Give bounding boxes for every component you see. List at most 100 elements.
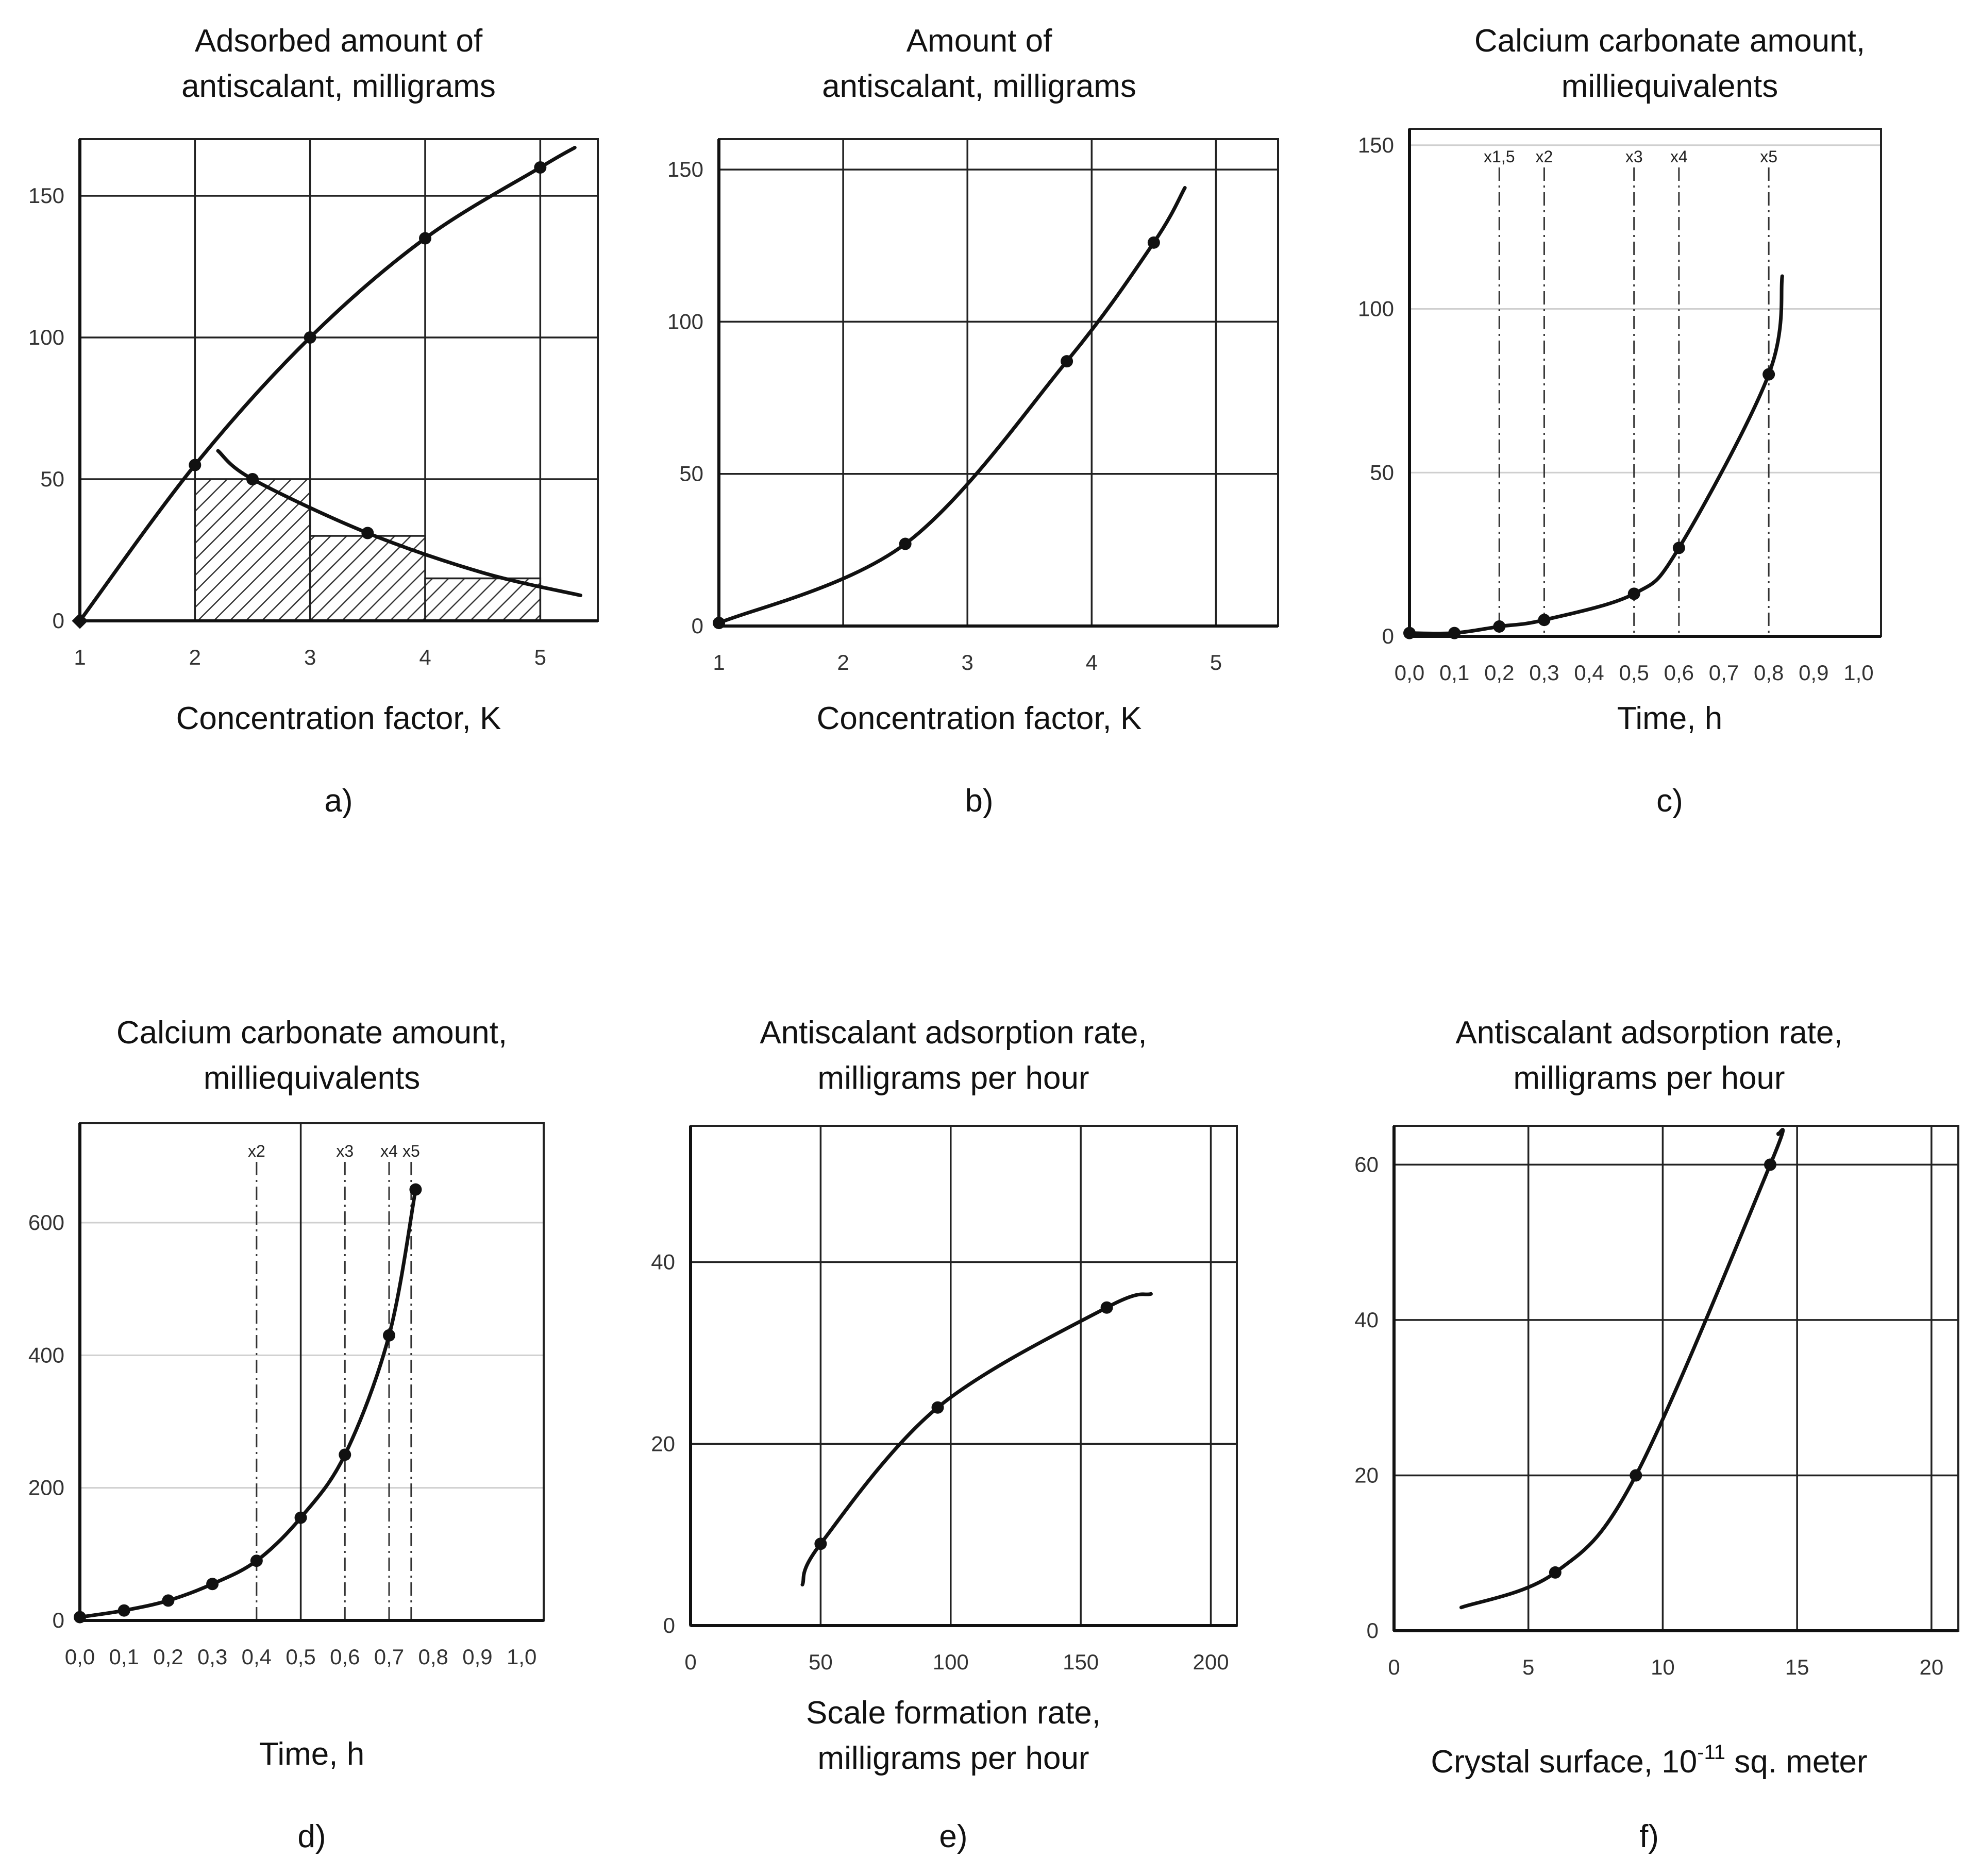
grid-lines	[719, 139, 1278, 626]
x-tick-label: 0,8	[1754, 661, 1784, 685]
x-axis-label: Crystal surface, 10-11 sq. meter	[1431, 1741, 1867, 1780]
data-point	[117, 1604, 130, 1617]
x-tick-label: 150	[1063, 1650, 1099, 1674]
y-tick-label: 150	[28, 183, 64, 208]
y-tick-label: 0	[53, 609, 64, 633]
x-tick-label: 1	[713, 650, 725, 674]
panel-label: e)	[939, 1819, 967, 1854]
y-tick-label: 40	[1354, 1308, 1379, 1332]
y-tick-label: 100	[667, 309, 703, 333]
y-tick-label: 40	[651, 1250, 675, 1274]
data-point	[339, 1448, 351, 1461]
chart-panel-f: Antiscalant adsorption rate, milligrams p…	[1354, 1015, 1959, 1854]
chart-panel-e: Antiscalant adsorption rate, milligrams p…	[651, 1015, 1238, 1854]
x-tick-label: 200	[1193, 1650, 1229, 1674]
x-tick-label: 0,2	[1484, 661, 1514, 685]
x-tick-label: 2	[189, 645, 201, 669]
data-point	[304, 331, 316, 344]
x-tick-label: 1,0	[507, 1645, 536, 1669]
y-tick-label: 50	[679, 462, 703, 486]
data-point	[294, 1511, 307, 1524]
y-tick-label: 0	[53, 1608, 64, 1632]
series-line	[800, 1292, 1153, 1587]
grid-lines	[691, 1126, 1237, 1626]
panel-label: b)	[965, 783, 993, 819]
concentration-marker-label: x5	[402, 1142, 420, 1160]
x-tick-label: 0,1	[1439, 661, 1469, 685]
x-tick-label: 0,0	[65, 1645, 95, 1669]
y-tick-label: 20	[651, 1431, 675, 1456]
chart-title-line: antiscalant, milligrams	[822, 69, 1136, 104]
grid-lines	[80, 139, 598, 621]
concentration-marker-label: x3	[336, 1142, 354, 1160]
x-tick-label: 0	[684, 1650, 696, 1674]
grid-lines	[1394, 1126, 1958, 1631]
data-point	[1630, 1469, 1642, 1482]
y-tick-label: 0	[692, 614, 703, 638]
chart-panel-c: Calcium carbonate amount, milliequivalent…	[1358, 23, 1882, 819]
x-tick-label: 0,4	[1574, 661, 1604, 685]
plot-frame	[79, 1122, 545, 1621]
data-point	[419, 232, 431, 245]
x-tick-label: 1	[74, 645, 86, 669]
plot-frame	[718, 138, 1279, 627]
concentration-marker-label: x1,5	[1484, 147, 1515, 166]
data-point	[206, 1578, 219, 1591]
data-point	[899, 537, 912, 550]
x-axis-label: Scale formation rate,	[806, 1695, 1101, 1731]
panel-label: f)	[1639, 1819, 1659, 1854]
plot-frame	[690, 1125, 1238, 1627]
chart-title-line: milliequivalents	[204, 1060, 420, 1096]
series-line	[78, 146, 577, 623]
series-line	[1459, 1128, 1785, 1610]
data-point	[74, 1611, 86, 1624]
concentration-marker-label: x3	[1625, 147, 1643, 166]
y-tick-label: 100	[1358, 297, 1394, 321]
x-tick-label: 0,6	[1664, 661, 1694, 685]
data-point	[1100, 1301, 1113, 1314]
x-tick-label: 0,7	[374, 1645, 404, 1669]
x-tick-label: 0,8	[418, 1645, 448, 1669]
data-point	[250, 1554, 263, 1567]
x-axis-label: Time, h	[1617, 701, 1722, 736]
x-tick-label: 0,6	[330, 1645, 360, 1669]
data-point	[931, 1401, 944, 1414]
concentration-marker-label: x2	[248, 1142, 265, 1160]
x-axis-label: Time, h	[259, 1736, 364, 1772]
chart-panel-d: Calcium carbonate amount, milliequivalent…	[28, 1015, 545, 1854]
x-tick-label: 0,0	[1395, 661, 1424, 685]
grid-lines	[80, 1123, 544, 1620]
chart-title-line: Antiscalant adsorption rate,	[1455, 1015, 1842, 1051]
x-tick-label: 4	[1086, 650, 1098, 674]
panel-label: a)	[324, 783, 352, 819]
data-point	[1538, 614, 1551, 627]
x-tick-label: 0,9	[1799, 661, 1828, 685]
chart-title-line: milliequivalents	[1562, 69, 1778, 104]
y-tick-label: 0	[663, 1613, 675, 1637]
x-tick-label: 2	[837, 650, 849, 674]
y-tick-label: 0	[1367, 1618, 1379, 1643]
chart-panel-a: Adsorbed amount of antiscalant, milligram…	[28, 23, 599, 819]
x-tick-label: 20	[1919, 1655, 1943, 1679]
y-tick-label: 600	[28, 1210, 64, 1235]
x-tick-label: 0,5	[1619, 661, 1649, 685]
x-axis-label: milligrams per hour	[817, 1740, 1089, 1776]
x-tick-label: 3	[304, 645, 316, 669]
data-point	[713, 617, 725, 630]
x-axis-label-exponent: -11	[1697, 1741, 1725, 1764]
x-tick-label: 10	[1651, 1655, 1675, 1679]
panel-label: c)	[1656, 783, 1683, 819]
x-tick-label: 4	[419, 645, 431, 669]
chart-title-line: Antiscalant adsorption rate,	[760, 1015, 1147, 1051]
chart-title-line: Amount of	[906, 23, 1052, 59]
chart-title-line: Adsorbed amount of	[195, 23, 483, 59]
plot-frame	[1408, 128, 1882, 637]
data-point	[383, 1329, 395, 1342]
hatched-bar	[424, 577, 542, 622]
x-tick-label: 50	[809, 1650, 833, 1674]
series-line	[1407, 274, 1784, 636]
chart-title-line: milligrams per hour	[1513, 1060, 1785, 1096]
series-line	[717, 186, 1187, 625]
x-tick-label: 15	[1785, 1655, 1809, 1679]
